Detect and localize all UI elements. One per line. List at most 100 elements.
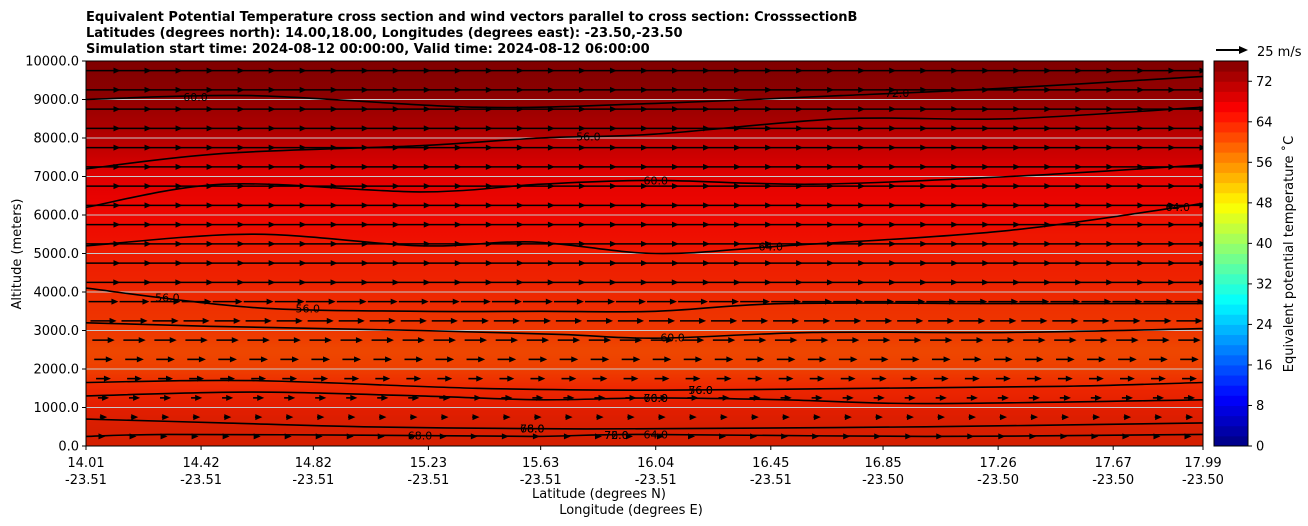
wind-arrow <box>1057 375 1073 382</box>
colorbar-tick-label: 0 <box>1256 440 1264 455</box>
wind-arrow <box>557 337 581 344</box>
wind-arrow <box>551 240 586 247</box>
wind-arrow <box>117 202 152 209</box>
wind-arrow <box>489 240 524 247</box>
wind-arrow <box>489 183 524 190</box>
wind-arrow <box>1141 240 1176 247</box>
wind-arrow <box>179 221 214 228</box>
y-tick-label: 10000.0 <box>25 55 79 70</box>
wind-arrow <box>402 337 425 344</box>
x-tick-label-lat: 17.99 <box>1184 456 1221 471</box>
wind-arrow <box>396 202 431 209</box>
wind-arrow <box>937 414 945 421</box>
wind-arrow <box>1110 260 1145 267</box>
wind-arrow <box>1083 317 1110 324</box>
wind-arrow <box>955 163 990 170</box>
wind-arrow <box>1048 163 1083 170</box>
wind-arrow <box>472 414 480 421</box>
colorbar-segment <box>1214 61 1248 72</box>
wind-arrow <box>613 221 648 228</box>
wind-arrow <box>1141 260 1176 267</box>
wind-arrow <box>150 298 181 305</box>
wind-arrow <box>743 337 767 344</box>
wind-arrow <box>831 221 866 228</box>
wind-arrow <box>253 433 261 440</box>
wind-arrow <box>218 356 237 363</box>
wind-arrow <box>241 67 276 74</box>
wind-arrow <box>1172 221 1203 228</box>
wind-arrow <box>493 317 520 324</box>
wind-arrow <box>1048 221 1083 228</box>
wind-arrow <box>1081 298 1112 305</box>
wind-arrow <box>681 337 705 344</box>
wind-arrow <box>220 375 236 382</box>
wind-arrow <box>148 125 183 132</box>
contour-band <box>86 76 1203 446</box>
wind-arrow <box>588 337 612 344</box>
wind-arrow <box>594 433 602 440</box>
x-tick-label-lat: 14.42 <box>182 456 219 471</box>
colorbar-segment <box>1214 142 1248 153</box>
wind-arrow <box>501 433 509 440</box>
wind-arrow <box>117 67 152 74</box>
wind-arrow <box>369 317 396 324</box>
wind-arrow <box>253 394 265 401</box>
wind-arrow <box>751 414 759 421</box>
wind-arrow <box>1110 221 1145 228</box>
wind-arrow <box>148 106 183 113</box>
wind-arrow <box>582 240 617 247</box>
wind-arrow <box>709 298 740 305</box>
wind-arrow <box>800 106 835 113</box>
wind-arrow <box>1174 298 1203 305</box>
wind-arrow <box>495 337 519 344</box>
contour-line <box>86 287 1203 313</box>
wind-arrow <box>210 202 245 209</box>
x-tick-label-lon: -23.51 <box>635 473 677 488</box>
wind-arrow <box>191 394 203 401</box>
wind-arrow <box>1153 433 1161 440</box>
wind-arrow <box>552 279 586 286</box>
wind-arrow <box>769 125 804 132</box>
wind-arrow <box>596 414 604 421</box>
wind-arrow <box>676 202 711 209</box>
wind-arrow <box>127 375 142 382</box>
colorbar-segment <box>1214 233 1248 244</box>
wind-arrow <box>521 279 555 286</box>
colorbar-segment <box>1214 415 1248 427</box>
wind-arrow <box>377 433 385 440</box>
wind-arrow <box>1145 317 1172 324</box>
wind-arrow <box>1052 317 1079 324</box>
wind-arrow <box>1017 202 1052 209</box>
wind-arrow <box>282 375 298 382</box>
colorbar-segment <box>1214 192 1248 204</box>
wind-arrow <box>773 317 800 324</box>
wind-arrow <box>1141 86 1176 93</box>
chart-title-line-2: Latitudes (degrees north): 14.00,18.00, … <box>86 26 683 41</box>
wind-arrow <box>769 279 803 286</box>
wind-arrow <box>1048 240 1083 247</box>
x-tick-label-lon: -23.50 <box>977 473 1019 488</box>
wind-arrow <box>396 163 431 170</box>
wind-arrow <box>1079 279 1114 286</box>
wind-arrow <box>179 106 214 113</box>
wind-arrow <box>738 163 773 170</box>
wind-arrow <box>613 106 648 113</box>
wind-arrow <box>117 163 152 170</box>
wind-arrow <box>586 317 614 324</box>
wind-arrow <box>1110 202 1145 209</box>
colorbar-label: Equivalent potential temperature ˚C <box>1281 136 1297 372</box>
wind-arrow <box>1056 356 1075 363</box>
wind-arrow <box>489 260 524 267</box>
wind-arrow <box>645 106 680 113</box>
contour-line <box>86 418 1203 430</box>
wind-arrow <box>365 183 400 190</box>
wind-arrow <box>893 67 928 74</box>
wind-arrow <box>747 375 763 382</box>
y-tick-label: 4000.0 <box>34 286 80 301</box>
wind-arrow <box>843 433 851 440</box>
colorbar-segment <box>1214 121 1248 133</box>
wind-arrow <box>930 337 953 344</box>
wind-arrow <box>551 202 586 209</box>
colorbar-frame <box>1213 60 1249 447</box>
wind-arrow <box>749 394 761 401</box>
